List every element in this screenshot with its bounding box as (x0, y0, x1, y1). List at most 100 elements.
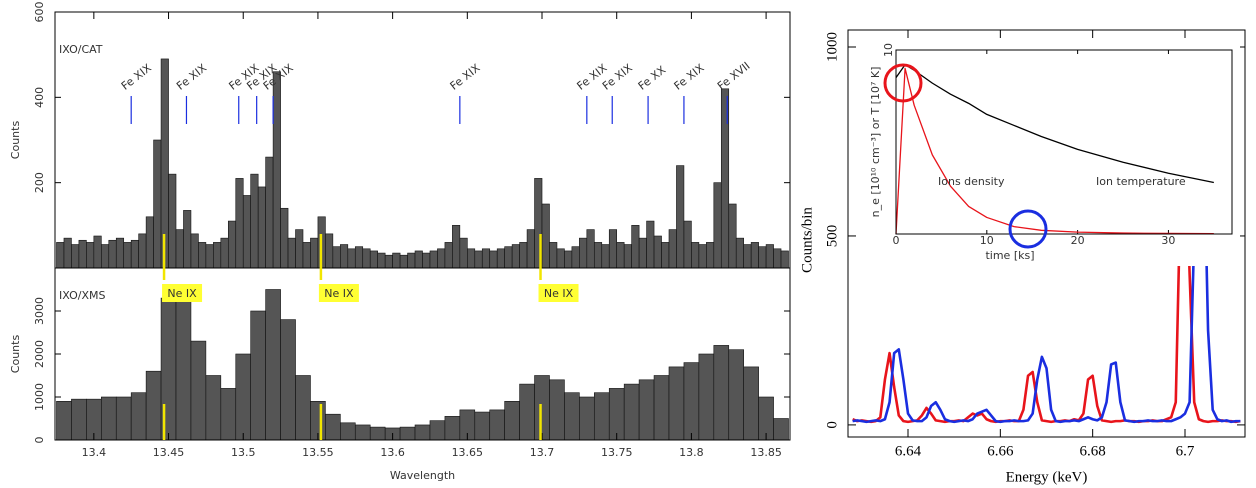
x-axis-label: Energy (keV) (1006, 469, 1088, 485)
y-tick-label: 500 (824, 225, 840, 248)
histogram-bar (489, 409, 505, 441)
histogram-bar (399, 254, 408, 269)
histogram-bar (579, 237, 588, 269)
histogram-bar (668, 366, 685, 441)
histogram-bar (743, 244, 752, 269)
inset-y-label: n_e [10¹⁰ cm⁻³] or T [10⁷ K] (869, 67, 882, 218)
histogram-bar (145, 216, 154, 269)
histogram-bar (340, 244, 349, 269)
histogram-bar (549, 379, 565, 441)
histogram-bar (758, 246, 767, 269)
ne-label-box (318, 284, 359, 302)
series-line (895, 67, 1214, 235)
histogram-bar (556, 248, 565, 269)
histogram-bar (250, 310, 266, 441)
histogram-bar (130, 239, 139, 269)
histogram-bar (399, 426, 416, 441)
histogram-bar (713, 345, 730, 441)
histogram-bar (56, 400, 72, 441)
histogram-bar (213, 242, 222, 269)
histogram-bar (220, 388, 237, 441)
histogram-bar (78, 239, 87, 269)
histogram-bar (698, 244, 707, 269)
histogram-bar (265, 289, 281, 441)
histogram-bar (773, 248, 782, 269)
histogram-bar (698, 353, 715, 441)
histogram-bar (71, 398, 87, 441)
x-tick-label: 30 (1161, 234, 1175, 247)
histogram-bar (601, 244, 610, 269)
histogram-bar (190, 233, 199, 269)
histogram-bar (564, 250, 573, 269)
y-tick-label: 1000 (824, 32, 840, 62)
histogram-bar (130, 392, 147, 441)
histogram-bar (414, 250, 423, 269)
x-tick-label: 6.7 (1176, 443, 1195, 459)
histogram-bar (295, 375, 311, 441)
histogram-bar (175, 229, 184, 269)
histogram-bar (571, 246, 580, 269)
histogram-bar (93, 235, 102, 269)
x-tick-label: 13.6 (380, 446, 405, 459)
histogram-bar (347, 248, 356, 269)
histogram-bar (414, 424, 431, 441)
histogram-bar (586, 229, 595, 269)
histogram-bar (325, 233, 334, 269)
series-label: Ions density (938, 175, 1005, 188)
y-tick-label: 200 (33, 172, 46, 193)
histogram-bar (257, 186, 266, 269)
plot-frame (847, 29, 1246, 438)
histogram-bar (86, 242, 95, 269)
histogram-bar (743, 366, 759, 441)
histogram-bar (302, 242, 311, 269)
y-tick-label: 0 (33, 437, 46, 444)
y-tick-label: 3000 (33, 297, 46, 325)
y-axis-label: Counts (9, 335, 22, 374)
histogram-bar (489, 250, 498, 269)
histogram-bar (287, 237, 296, 269)
ne-label: Ne IX (167, 287, 197, 300)
histogram-bar (340, 422, 356, 441)
histogram-bar (750, 242, 759, 269)
histogram-bar (459, 237, 468, 269)
x-tick-label: 0 (893, 234, 900, 247)
y-tick-label: 1000 (33, 383, 46, 411)
histogram-bar (227, 220, 237, 269)
y-tick-label: 600 (33, 2, 46, 23)
histogram-bar (198, 242, 207, 269)
histogram-bar (145, 370, 162, 441)
x-tick-label: 13.8 (679, 446, 704, 459)
histogram-bar (310, 237, 319, 269)
histogram-bar (422, 252, 431, 269)
ne-label-box (162, 284, 203, 302)
histogram-bar (511, 244, 520, 269)
histogram-bar (452, 225, 461, 269)
x-tick-label: 13.4 (82, 446, 107, 459)
histogram-bar (631, 225, 640, 269)
histogram-bar (437, 248, 446, 269)
histogram-bar (608, 229, 618, 269)
histogram-bar (325, 413, 341, 441)
panel-frame (54, 267, 791, 441)
x-tick-label: 6.66 (987, 443, 1014, 459)
histogram-bar (444, 416, 461, 441)
x-tick-label: 6.64 (895, 443, 922, 459)
x-tick-label: 10 (980, 234, 994, 247)
panel-label: IXO/XMS (59, 289, 105, 302)
histogram-bar (190, 340, 207, 441)
y-tick-label: 10 (882, 43, 895, 57)
y-axis-label: Counts/bin (799, 207, 815, 273)
histogram-bar (579, 396, 595, 441)
histogram-bar (369, 426, 386, 441)
x-tick-label: 13.7 (530, 446, 555, 459)
histogram-bar (706, 242, 715, 269)
x-tick-label: 13.45 (153, 446, 185, 459)
histogram-bar (683, 362, 700, 441)
histogram-bar (115, 237, 125, 269)
histogram-bar (205, 375, 222, 441)
histogram-bar (496, 248, 505, 269)
histogram-bar (250, 173, 259, 269)
histogram-bar (668, 229, 677, 269)
